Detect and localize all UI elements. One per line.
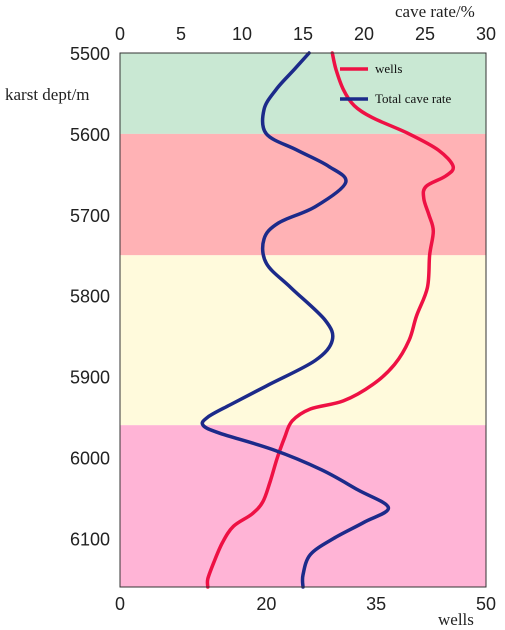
- cave-rate-tick-5: 5: [176, 24, 186, 44]
- wells-tick-20: 20: [256, 594, 276, 614]
- wells-tick-50: 50: [476, 594, 496, 614]
- cave-rate-tick-10: 10: [232, 24, 252, 44]
- depth-tick-6100: 6100: [70, 529, 110, 549]
- cave-rate-tick-30: 30: [476, 24, 496, 44]
- total-cave-rate-line: [200, 51, 391, 589]
- depth-tick-5800: 5800: [70, 287, 110, 307]
- bottom-axis-label: wells: [438, 610, 474, 629]
- depth-tick-5600: 5600: [70, 125, 110, 145]
- depth-band-3: [120, 255, 486, 426]
- depth-band-1: [120, 53, 486, 134]
- legend: wells Total cave rate: [340, 61, 452, 106]
- depth-tick-5900: 5900: [70, 368, 110, 388]
- wells-tick-labels: 0 20 35 50: [115, 594, 496, 614]
- cave-rate-tick-0: 0: [115, 24, 125, 44]
- wells-tick-0: 0: [115, 594, 125, 614]
- cave-rate-tick-20: 20: [354, 24, 374, 44]
- cave-rate-tick-labels: 0 5 10 15 20 25 30: [115, 24, 496, 44]
- depth-band-4: [120, 425, 486, 587]
- wells-tick-35: 35: [366, 594, 386, 614]
- legend-wells-label: wells: [375, 61, 402, 76]
- wells-line: [205, 51, 456, 589]
- depth-tick-5500: 5500: [70, 44, 110, 64]
- depth-tick-6000: 6000: [70, 449, 110, 469]
- top-axis-label: cave rate/%: [395, 2, 475, 21]
- legend-cave-rate-label: Total cave rate: [375, 91, 452, 106]
- cave-rate-tick-15: 15: [293, 24, 313, 44]
- depth-tick-5700: 5700: [70, 206, 110, 226]
- plot-frame: [119, 52, 487, 588]
- depth-tick-labels: 5500 5600 5700 5800 5900 6000 6100: [70, 44, 110, 549]
- y-axis-label: karst dept/m: [5, 85, 90, 104]
- series-layer: [200, 51, 456, 589]
- depth-bands: [120, 53, 486, 587]
- cave-rate-tick-25: 25: [415, 24, 435, 44]
